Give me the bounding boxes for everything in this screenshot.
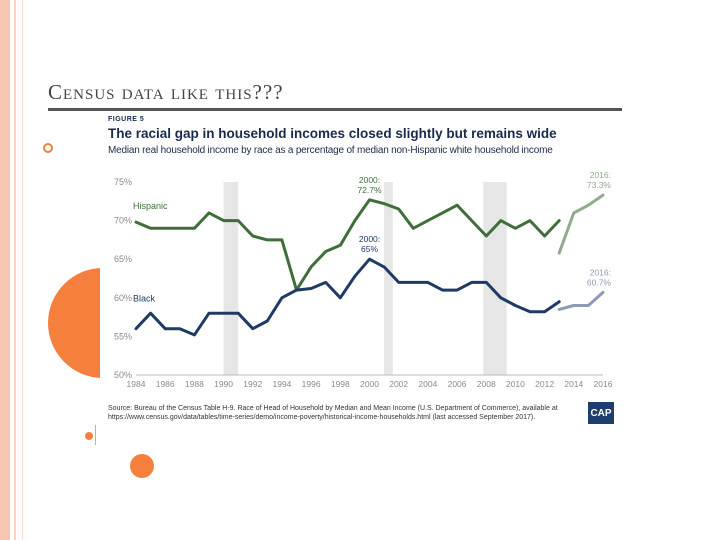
x-tick-label: 2008 xyxy=(477,379,496,389)
series-line xyxy=(557,193,605,255)
decor-circle-small xyxy=(85,432,93,440)
annotation-value: 65% xyxy=(361,244,378,254)
decor-strip-thin xyxy=(14,0,16,540)
decor-circle-medium xyxy=(130,454,154,478)
series-line xyxy=(557,290,605,311)
x-tick-label: 2010 xyxy=(506,379,525,389)
annotation-label: 2016: xyxy=(590,267,611,277)
x-tick-label: 1998 xyxy=(331,379,350,389)
y-tick-label: 55% xyxy=(114,331,132,341)
x-tick-label: 2012 xyxy=(535,379,554,389)
slide-title: Census data like this??? xyxy=(48,80,284,104)
series-line xyxy=(134,257,561,337)
figure-image: 50% 55% 60% 65% 70% 75% 1984 1986 1988 1990 1992 19… xyxy=(100,112,622,432)
recession-band xyxy=(223,182,239,375)
decor-connector xyxy=(95,425,96,445)
recession-band xyxy=(483,182,507,375)
x-tick-label: 1990 xyxy=(214,379,233,389)
bullet-circle-icon xyxy=(43,143,53,153)
line-chart: 50% 55% 60% 65% 70% 75% 1984 1986 1988 1990 1992 19… xyxy=(114,170,613,389)
series-label: Hispanic xyxy=(133,201,168,211)
x-tick-label: 2006 xyxy=(448,379,467,389)
figure-label: FIGURE 5 xyxy=(108,116,145,123)
annotation-label: 2000: xyxy=(359,175,380,185)
y-tick-label: 60% xyxy=(114,293,132,303)
x-tick-label: 2002 xyxy=(389,379,408,389)
annotation-label: 2000: xyxy=(359,234,380,244)
x-tick-label: 1994 xyxy=(272,379,291,389)
title-underline xyxy=(48,108,622,111)
x-tick-label: 1986 xyxy=(156,379,175,389)
series-label: Black xyxy=(133,294,156,304)
x-tick-label: 2016 xyxy=(594,379,613,389)
x-tick-label: 1988 xyxy=(185,379,204,389)
x-tick-label: 2000 xyxy=(360,379,379,389)
annotation-value: 73.3% xyxy=(587,180,612,190)
chart-title: The racial gap in household incomes clos… xyxy=(108,126,557,141)
decor-strip-hairline xyxy=(22,0,23,540)
annotation-value: 60.7% xyxy=(587,277,612,287)
series-line xyxy=(134,198,561,292)
y-tick-label: 75% xyxy=(114,177,132,187)
y-tick-label: 65% xyxy=(114,254,132,264)
annotation-label: 2016: xyxy=(590,170,611,180)
x-tick-label: 1996 xyxy=(302,379,321,389)
x-tick-label: 1992 xyxy=(243,379,262,389)
x-tick-label: 2014 xyxy=(564,379,583,389)
source-note: Source: Bureau of the Census Table H-9. … xyxy=(108,405,558,421)
decor-strip xyxy=(0,0,10,540)
y-tick-label: 50% xyxy=(114,370,132,380)
y-tick-label: 70% xyxy=(114,216,132,226)
x-tick-label: 2004 xyxy=(418,379,437,389)
cap-logo: CAP xyxy=(588,402,614,424)
recession-band xyxy=(384,182,393,375)
chart-subtitle: Median real household income by race as … xyxy=(108,145,553,156)
annotation-value: 72.7% xyxy=(357,185,382,195)
x-tick-label: 1984 xyxy=(127,379,146,389)
